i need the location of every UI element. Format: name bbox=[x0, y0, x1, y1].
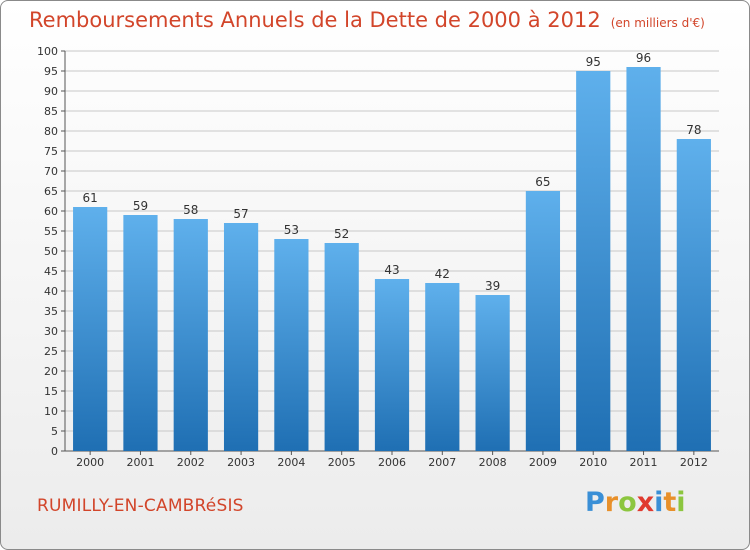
value-label: 42 bbox=[435, 267, 450, 281]
y-tick-label: 75 bbox=[44, 145, 58, 158]
x-tick-label: 2000 bbox=[76, 456, 104, 469]
y-tick-label: 80 bbox=[44, 125, 58, 138]
y-tick-label: 100 bbox=[37, 45, 58, 58]
y-tick-label: 30 bbox=[44, 325, 58, 338]
logo-letter: i bbox=[654, 487, 664, 518]
y-tick-label: 15 bbox=[44, 385, 58, 398]
x-tick-label: 2007 bbox=[428, 456, 456, 469]
value-label: 65 bbox=[535, 175, 550, 189]
y-tick-label: 40 bbox=[44, 285, 58, 298]
proxiti-logo[interactable]: Proxiti bbox=[585, 487, 686, 518]
y-tick-label: 0 bbox=[51, 445, 58, 458]
value-label: 95 bbox=[586, 55, 601, 69]
y-tick-label: 50 bbox=[44, 245, 58, 258]
x-tick-label: 2005 bbox=[328, 456, 356, 469]
x-tick-label: 2001 bbox=[126, 456, 154, 469]
y-tick-label: 90 bbox=[44, 85, 58, 98]
bars bbox=[73, 67, 711, 451]
x-tick-label: 2012 bbox=[680, 456, 708, 469]
value-label: 39 bbox=[485, 279, 500, 293]
labels: 61 2000 59 2001 58 2002 57 2003 53 2004 52 2005 43 20… bbox=[76, 51, 708, 469]
x-tick-label: 2002 bbox=[177, 456, 205, 469]
value-label: 52 bbox=[334, 227, 349, 241]
x-tick-label: 2011 bbox=[630, 456, 658, 469]
value-label: 43 bbox=[384, 263, 399, 277]
y-tick-label: 35 bbox=[44, 305, 58, 318]
bar-2000 bbox=[73, 207, 108, 451]
commune-name: RUMILLY-EN-CAMBRéSIS bbox=[37, 496, 244, 516]
bar-2011 bbox=[626, 67, 661, 451]
y-tick-label: 25 bbox=[44, 345, 58, 358]
bar-2012 bbox=[676, 139, 711, 451]
x-tick-label: 2003 bbox=[227, 456, 255, 469]
y-tick-label: 85 bbox=[44, 105, 58, 118]
value-label: 78 bbox=[686, 123, 701, 137]
value-label: 61 bbox=[83, 191, 98, 205]
bar-2005 bbox=[324, 243, 359, 451]
bar-2003 bbox=[223, 223, 259, 451]
bar-2008 bbox=[475, 295, 510, 451]
bar-2004 bbox=[274, 239, 309, 451]
bar-2010 bbox=[576, 71, 611, 451]
logo-letter: o bbox=[618, 487, 637, 518]
y-tick-label: 20 bbox=[44, 365, 58, 378]
logo-letter: t bbox=[663, 487, 677, 518]
bar-2006 bbox=[374, 279, 410, 451]
value-label: 57 bbox=[233, 207, 248, 221]
logo-letter: r bbox=[604, 487, 619, 518]
logo-letter: P bbox=[585, 487, 605, 518]
logo-letter: i bbox=[676, 487, 686, 518]
bar-2009 bbox=[525, 191, 561, 451]
value-label: 53 bbox=[284, 223, 299, 237]
x-tick-label: 2008 bbox=[479, 456, 507, 469]
y-tick-label: 60 bbox=[44, 205, 58, 218]
bar-2002 bbox=[173, 219, 208, 451]
bar-2001 bbox=[123, 215, 158, 451]
logo-letter: x bbox=[636, 487, 655, 518]
y-tick-label: 45 bbox=[44, 265, 58, 278]
y-tick-label: 55 bbox=[44, 225, 58, 238]
chart-title-text: Remboursements Annuels de la Dette de 20… bbox=[29, 8, 601, 32]
y-tick-label: 70 bbox=[44, 165, 58, 178]
value-label: 58 bbox=[183, 203, 198, 217]
y-tick-label: 95 bbox=[44, 65, 58, 78]
y-tick-label: 5 bbox=[51, 425, 58, 438]
unit-label: (en milliers d'€) bbox=[610, 16, 705, 30]
x-tick-label: 2004 bbox=[277, 456, 305, 469]
x-tick-label: 2006 bbox=[378, 456, 406, 469]
y-tick-label: 10 bbox=[44, 405, 58, 418]
value-label: 96 bbox=[636, 51, 651, 65]
value-label: 59 bbox=[133, 199, 148, 213]
x-tick-label: 2010 bbox=[579, 456, 607, 469]
chart-title: Remboursements Annuels de la Dette de 20… bbox=[29, 8, 705, 32]
y-tick-label: 65 bbox=[44, 185, 58, 198]
x-tick-label: 2009 bbox=[529, 456, 557, 469]
bar-2007 bbox=[425, 283, 460, 451]
